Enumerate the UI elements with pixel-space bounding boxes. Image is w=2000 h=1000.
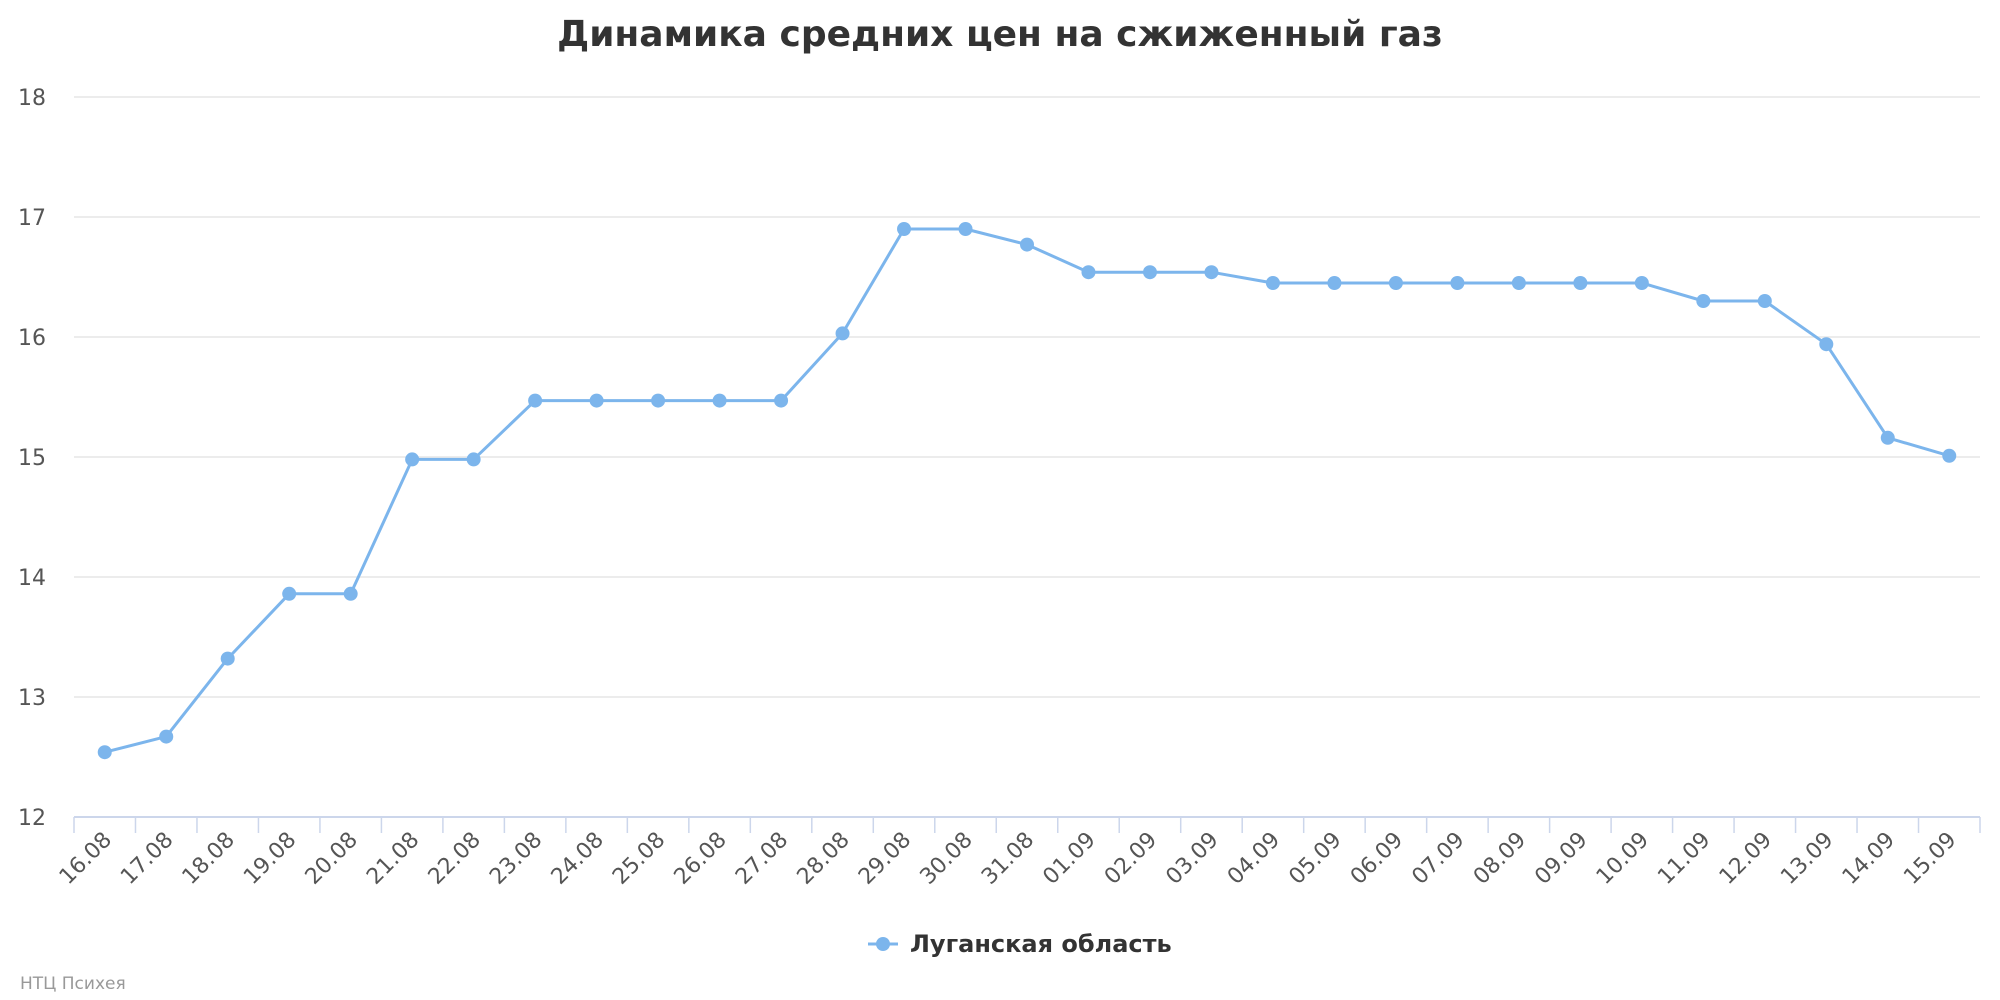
data-point[interactable] — [1142, 265, 1157, 280]
data-point[interactable] — [1020, 237, 1034, 252]
x-tick-label: 09.09 — [1530, 828, 1592, 890]
y-tick-label: 15 — [18, 446, 46, 471]
x-tick-label: 24.08 — [547, 828, 609, 890]
x-tick-label: 22.08 — [424, 828, 486, 890]
y-tick-label: 16 — [18, 326, 46, 351]
data-point[interactable] — [343, 586, 358, 601]
data-point[interactable] — [651, 393, 666, 408]
x-tick-label: 19.08 — [239, 828, 301, 890]
legend[interactable]: Луганская область — [868, 930, 1172, 958]
x-tick-label: 04.09 — [1223, 828, 1285, 890]
data-point[interactable] — [220, 651, 235, 666]
x-tick-label: 23.08 — [485, 828, 547, 890]
x-tick-label: 20.08 — [301, 828, 363, 890]
plot-area — [97, 222, 1957, 760]
data-point[interactable] — [1880, 430, 1895, 445]
data-point[interactable] — [958, 222, 973, 236]
x-tick-label: 11.09 — [1653, 828, 1715, 890]
data-point[interactable] — [282, 586, 297, 601]
legend-label: Луганская область — [910, 930, 1172, 958]
y-tick-label: 17 — [18, 206, 46, 231]
x-tick-label: 21.08 — [362, 828, 424, 890]
x-tick-label: 07.09 — [1407, 828, 1469, 890]
data-point[interactable] — [835, 326, 850, 341]
data-point[interactable] — [1757, 294, 1772, 308]
y-tick-label: 14 — [18, 566, 46, 591]
data-point[interactable] — [1942, 448, 1957, 463]
data-point[interactable] — [97, 745, 112, 760]
x-tick-label: 03.09 — [1161, 828, 1223, 890]
data-point[interactable] — [1511, 276, 1526, 290]
y-axis: 12 13 14 15 16 17 18 — [18, 86, 46, 831]
data-point[interactable] — [1634, 276, 1649, 290]
data-point[interactable] — [1819, 337, 1834, 352]
series-line-0 — [103, 227, 1951, 754]
data-point[interactable] — [405, 452, 420, 467]
x-tick-label: 27.08 — [731, 828, 793, 890]
x-tick-label: 15.09 — [1899, 828, 1961, 890]
data-point[interactable] — [1573, 276, 1588, 290]
x-tick-label: 06.09 — [1346, 828, 1408, 890]
x-tick-label: 29.08 — [854, 828, 916, 890]
data-point[interactable] — [897, 222, 912, 236]
y-tick-label: 13 — [18, 686, 46, 711]
data-point[interactable] — [1204, 265, 1219, 280]
x-tick-label: 17.08 — [116, 828, 178, 890]
x-tick-label: 26.08 — [670, 828, 732, 890]
x-tick-label: 25.08 — [608, 828, 670, 890]
x-tick-label: 08.09 — [1469, 828, 1531, 890]
data-point[interactable] — [1327, 276, 1342, 290]
data-point[interactable] — [159, 729, 174, 744]
data-point[interactable] — [466, 452, 481, 467]
x-tick-label: 18.08 — [178, 828, 240, 890]
x-tick-label: 12.09 — [1715, 828, 1777, 890]
data-point[interactable] — [1081, 265, 1096, 280]
data-point[interactable] — [1696, 294, 1711, 308]
data-point[interactable] — [1388, 276, 1403, 290]
x-tick-label: 31.08 — [977, 828, 1039, 890]
y-tick-label: 18 — [18, 86, 46, 111]
x-tick-label: 01.09 — [1039, 828, 1101, 890]
data-point[interactable] — [712, 393, 727, 408]
y-tick-label: 12 — [18, 806, 46, 831]
y-gridlines — [74, 96, 1980, 698]
data-point[interactable] — [774, 393, 789, 408]
x-tick-label: 28.08 — [793, 828, 855, 890]
data-point[interactable] — [1265, 276, 1280, 290]
x-tick-label: 13.09 — [1776, 828, 1838, 890]
x-tick-label: 30.08 — [916, 828, 978, 890]
chart-credit[interactable]: НТЦ Психея — [20, 974, 126, 994]
x-tick-label: 02.09 — [1100, 828, 1162, 890]
x-tick-label: 16.08 — [55, 828, 117, 890]
data-point[interactable] — [528, 393, 543, 408]
legend-dot-marker — [876, 937, 890, 951]
x-axis: 16.08 17.08 18.08 19.08 20.08 21.08 22.08 23.08… — [55, 816, 1981, 890]
chart-title: Динамика средних цен на сжиженный газ — [557, 14, 1443, 55]
x-tick-label: 05.09 — [1284, 828, 1346, 890]
data-point[interactable] — [589, 393, 604, 408]
data-point[interactable] — [1450, 276, 1465, 290]
x-tick-label: 10.09 — [1592, 828, 1654, 890]
x-tick-label: 14.09 — [1838, 828, 1900, 890]
